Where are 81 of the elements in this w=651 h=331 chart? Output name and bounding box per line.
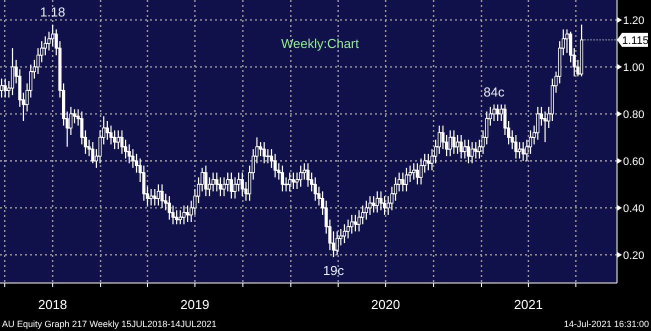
candlestick — [412, 162, 416, 180]
y-tick-label: 1.00 — [623, 62, 644, 74]
y-tick-label: 0.80 — [623, 108, 644, 121]
candlestick — [218, 176, 222, 197]
y-tick-label: 0.20 — [623, 250, 644, 262]
candlestick — [416, 162, 420, 185]
candlestick — [456, 134, 460, 154]
candlestick — [106, 120, 109, 140]
candlestick — [175, 210, 178, 225]
candlestick — [426, 153, 430, 171]
candlestick — [212, 172, 215, 192]
candlestick — [460, 134, 463, 160]
candlestick — [156, 184, 160, 206]
candlestick — [150, 188, 153, 206]
text: AU Equity Graph 217 Weekly 15JUL2018-14JUL2021 — [2, 319, 216, 329]
ref-line-label: 1.115 — [622, 34, 649, 47]
candlestick — [346, 218, 350, 239]
candlestick — [215, 172, 218, 192]
candlestick — [382, 196, 386, 216]
candlestick — [280, 164, 284, 192]
annotation: 1.18 — [40, 4, 66, 20]
candlestick — [274, 153, 277, 178]
candlestick — [230, 172, 233, 200]
y-tick-label: 0.60 — [623, 156, 644, 168]
x-tick-label: 2018 — [38, 297, 68, 312]
candlestick — [120, 130, 124, 154]
candlestick — [233, 176, 237, 200]
y-tick-label: 0.40 — [623, 202, 644, 215]
candlestick — [474, 141, 478, 160]
candlestick — [379, 190, 383, 211]
candlestick — [342, 224, 346, 244]
candlestick — [522, 141, 525, 162]
candlestick — [404, 167, 408, 192]
candlestick — [492, 104, 496, 122]
x-tick-label: 2020 — [371, 297, 400, 312]
candlestick — [466, 139, 470, 164]
text: Weekly:Chart — [281, 36, 360, 51]
candlestick — [262, 141, 266, 164]
candlestick — [51, 24, 54, 46]
candlestick — [4, 78, 7, 98]
annotation: 19c — [323, 263, 344, 278]
candlestick — [109, 125, 113, 146]
candlestick — [153, 188, 156, 206]
y-tick-label: 1.20 — [623, 14, 644, 27]
x-tick-label: 2021 — [514, 297, 543, 312]
candlestick — [463, 139, 466, 160]
candlestick — [10, 48, 14, 96]
candlestick — [178, 210, 182, 225]
candlestick — [113, 130, 116, 150]
candlestick — [128, 144, 131, 164]
candlestick — [496, 104, 500, 122]
x-tick-label: 2019 — [180, 297, 210, 312]
candlestick — [419, 158, 423, 185]
candlestick — [222, 176, 226, 197]
candlestick — [288, 172, 292, 192]
candlestick — [448, 130, 452, 157]
candlestick — [306, 162, 310, 188]
text: 14-Jul-2021 16:31:00 — [564, 319, 649, 329]
candlestick — [314, 176, 317, 202]
candlestick — [518, 141, 522, 160]
candlestick — [372, 196, 376, 214]
candlestick — [357, 210, 361, 232]
candlestick — [336, 230, 339, 256]
candlestick — [401, 172, 404, 192]
candlestick — [368, 196, 372, 216]
candlestick — [364, 200, 368, 220]
candlestick — [131, 148, 134, 169]
candlestick — [536, 106, 540, 140]
candlestick — [160, 184, 164, 208]
candlestick — [292, 172, 295, 190]
candlestick — [116, 130, 120, 150]
candlestick — [168, 196, 171, 220]
candlestick — [470, 141, 474, 164]
candlestick — [182, 204, 186, 225]
candlestick — [376, 190, 379, 214]
candlestick — [299, 164, 302, 188]
candlestick — [350, 214, 354, 234]
candlestick — [204, 164, 208, 197]
candlestick — [91, 141, 94, 164]
annotation: 84c — [484, 84, 505, 100]
candlestick — [240, 172, 244, 197]
